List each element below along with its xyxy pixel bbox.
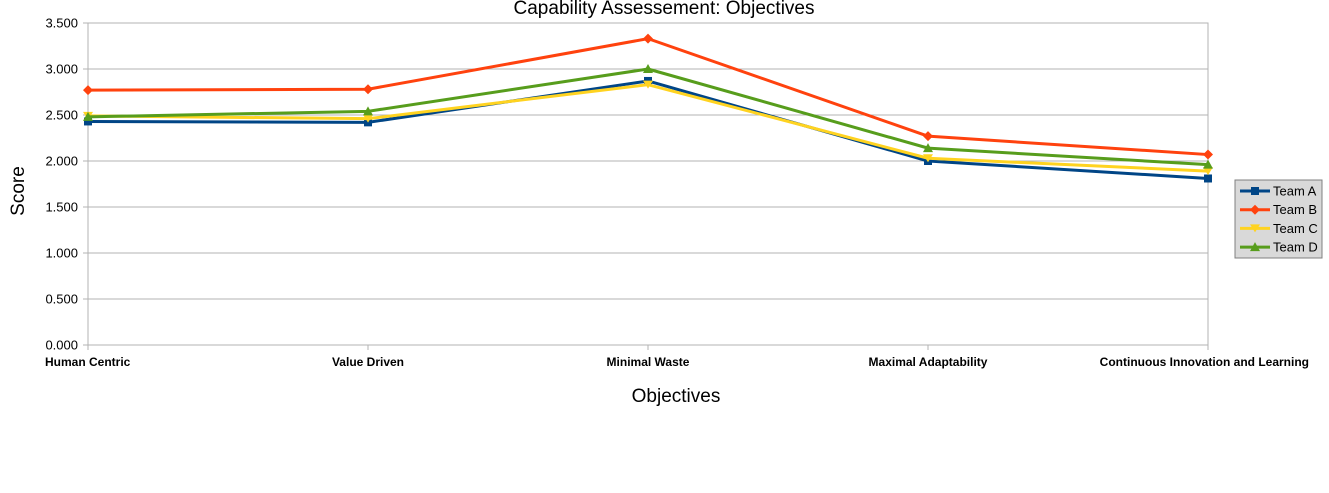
legend-box xyxy=(1234,179,1323,259)
legend-item: Team C xyxy=(1240,221,1318,236)
y-axis-ticks: 0.000 0.500 1.000 1.500 2.000 2.500 3.000 3.500 xyxy=(45,16,88,353)
data-point xyxy=(923,154,933,163)
series-team-d xyxy=(83,64,1213,169)
legend-item: Team A xyxy=(1240,184,1317,199)
data-point xyxy=(1204,174,1212,183)
gridlines xyxy=(88,22,1208,346)
x-axis-ticks: Human Centric Value Driven Minimal Waste Ma… xyxy=(45,345,1309,369)
y-tick-label: 1.500 xyxy=(45,200,78,215)
y-tick-label: 0.000 xyxy=(45,338,78,353)
legend-item: Team B xyxy=(1240,202,1317,217)
series-team-a xyxy=(84,76,1212,183)
legend-item: Team D xyxy=(1240,240,1318,255)
data-point xyxy=(1203,149,1213,160)
y-tick-label: 1.000 xyxy=(45,246,78,261)
data-point xyxy=(1203,167,1213,176)
x-tick-label: Value Driven xyxy=(332,355,404,369)
legend-marker xyxy=(1250,204,1260,215)
series-line xyxy=(87,83,1209,173)
y-tick-label: 2.500 xyxy=(45,108,78,123)
y-axis-label: Score xyxy=(8,166,29,216)
series-team-c xyxy=(83,80,1213,176)
y-tick-label: 3.500 xyxy=(45,16,78,31)
data-point xyxy=(643,80,653,89)
series-team-b xyxy=(83,33,1213,160)
data-point xyxy=(83,111,93,121)
y-tick-label: 3.000 xyxy=(45,62,78,77)
x-tick-label: Human Centric xyxy=(45,355,131,369)
data-point xyxy=(363,114,373,123)
legend-marker xyxy=(1250,224,1260,233)
x-tick-label: Minimal Waste xyxy=(607,355,690,369)
data-point xyxy=(643,33,653,44)
data-point xyxy=(84,117,92,126)
legend-marker xyxy=(1250,242,1260,252)
legend-label: Team A xyxy=(1273,184,1317,199)
x-tick-label: Maximal Adaptability xyxy=(869,355,988,369)
data-point xyxy=(923,131,933,142)
y-tick-label: 0.500 xyxy=(45,292,78,307)
legend-marker xyxy=(1251,187,1259,195)
series-line xyxy=(87,37,1209,157)
series-layer xyxy=(83,33,1213,183)
data-point xyxy=(1203,159,1213,169)
data-point xyxy=(363,84,373,95)
legend-label: Team B xyxy=(1273,202,1317,217)
legend: Team A Team B Team C Team D xyxy=(1234,179,1323,259)
data-point xyxy=(923,143,933,153)
x-tick-label: Continuous Innovation and Learning xyxy=(1100,355,1309,369)
legend-label: Team D xyxy=(1273,240,1318,255)
y-tick-label: 2.000 xyxy=(45,154,78,169)
data-point xyxy=(363,106,373,116)
data-point xyxy=(83,85,93,96)
legend-label: Team C xyxy=(1273,221,1318,236)
x-axis-label: Objectives xyxy=(632,386,721,407)
data-point xyxy=(643,64,653,73)
chart-title: Capability Assessement: Objectives xyxy=(514,0,815,19)
